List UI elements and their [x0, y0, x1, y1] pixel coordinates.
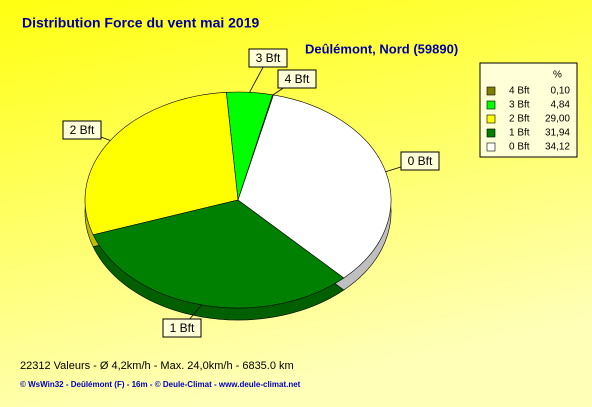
callout-box: [62, 120, 102, 140]
callout-box: [248, 48, 288, 68]
legend-label: 4 Bft: [509, 86, 530, 97]
legend-value: 34,12: [545, 142, 570, 153]
legend-label: 0 Bft: [509, 142, 530, 153]
chart-subtitle: Deûlémont, Nord (59890): [305, 41, 458, 56]
credit: © WsWin32 - Deûlémont (F) - 16m - © Deul…: [20, 380, 301, 389]
slice-label: 0 Bft: [408, 154, 433, 168]
callout-box: [162, 318, 202, 338]
legend-value: 4,84: [551, 100, 571, 111]
callout-box: [277, 69, 317, 89]
slice-label: 1 Bft: [170, 321, 195, 335]
legend-swatch: [486, 128, 496, 138]
slice: [84, 92, 239, 236]
slice-label: 2 Bft: [70, 123, 95, 137]
callout-box: [400, 151, 440, 171]
slice: [237, 94, 392, 279]
slice-label: 4 Bft: [285, 72, 310, 86]
legend-swatch: [486, 114, 496, 124]
legend-value: 31,94: [545, 128, 570, 139]
chart-title: Distribution Force du vent mai 2019: [22, 15, 259, 31]
legend-box: [479, 62, 578, 158]
legend-label: 1 Bft: [509, 128, 530, 139]
legend-swatch: [486, 142, 496, 152]
legend-value: 29,00: [545, 114, 570, 125]
legend-label: 3 Bft: [509, 100, 530, 111]
legend-header: %: [553, 70, 562, 81]
legend-swatch: [486, 100, 496, 110]
footer: 22312 Valeurs - Ø 4,2km/h - Max. 24,0km/…: [20, 360, 294, 372]
slice-label: 3 Bft: [256, 51, 281, 65]
legend-label: 2 Bft: [509, 114, 530, 125]
legend-swatch: [486, 86, 496, 96]
legend-value: 0,10: [551, 86, 571, 97]
